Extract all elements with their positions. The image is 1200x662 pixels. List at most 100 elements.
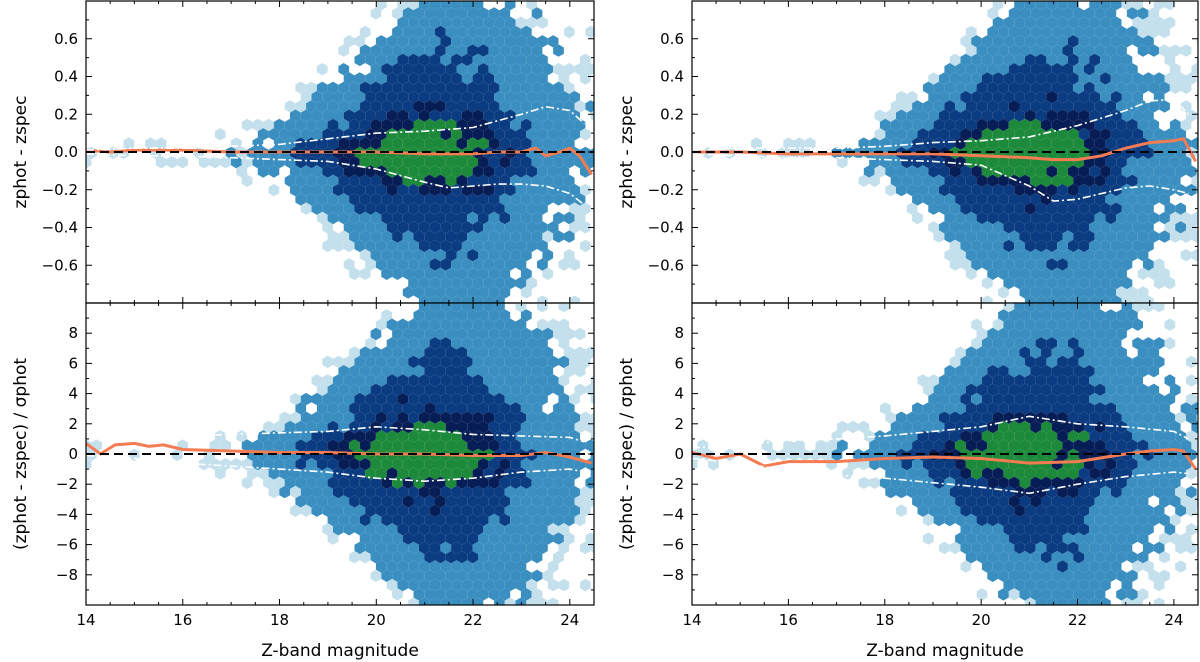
hexbin-cell	[515, 374, 527, 387]
hexbin-cell	[1024, 523, 1036, 536]
hexbin-cell	[478, 495, 489, 508]
hexbin-cell	[499, 156, 511, 169]
hexbin-cell	[987, 249, 999, 262]
hexbin-cell	[504, 221, 516, 234]
hexbin-cell	[563, 532, 575, 545]
hexbin-cell	[1121, 597, 1133, 605]
hexbin-cell	[435, 458, 446, 471]
hexbin-cell	[408, 392, 419, 406]
hexbin-cell	[520, 44, 532, 57]
hexbin-cell	[531, 439, 543, 452]
hexbin-cell	[504, 374, 516, 387]
hexbin-cell	[965, 230, 977, 243]
hexbin-cell	[1073, 495, 1084, 508]
hexbin-cell	[1105, 44, 1117, 57]
hexbin-cell	[392, 174, 403, 187]
hexbin-cell	[1126, 532, 1138, 545]
hexbin-cell	[338, 439, 350, 452]
hexbin-cell	[1057, 53, 1068, 67]
hexbin-cell	[1019, 137, 1031, 150]
hexbin-cell	[526, 109, 537, 122]
hexbin-cell	[955, 193, 966, 206]
hexbin-cell	[1003, 165, 1015, 178]
hexbin-cell	[1105, 495, 1117, 508]
hexbin-cell	[1105, 551, 1117, 564]
hexbin-cell	[1019, 249, 1031, 262]
hexbin-cell	[1089, 504, 1101, 517]
hexbin-cell	[960, 221, 972, 234]
hexbin-cell	[531, 513, 543, 527]
hexbin-cell	[810, 448, 821, 462]
hexbin-cell	[1008, 420, 1020, 434]
hexbin-cell	[981, 239, 993, 253]
hexbin-cell	[435, 439, 446, 452]
hexbin-cell	[1186, 411, 1197, 424]
hexbin-cell	[408, 239, 419, 253]
hexbin-cell	[268, 128, 280, 141]
hexbin-cell	[429, 411, 441, 424]
hexbin-cell	[451, 1, 462, 11]
hexbin-cell	[1019, 193, 1031, 206]
hexbin-cell	[322, 90, 333, 104]
hexbin-cell	[424, 458, 435, 471]
hexbin-cell	[198, 156, 210, 169]
hexbin-cell	[580, 146, 591, 160]
hexbin-cell	[853, 448, 864, 462]
hexbin-cell	[526, 578, 537, 592]
hexbin-cell	[375, 258, 387, 271]
hexbin-cell	[408, 258, 419, 271]
hexbin-cell	[499, 267, 511, 280]
hexbin-cell	[992, 109, 1004, 122]
hexbin-cell	[478, 551, 489, 564]
hexbin-cell	[574, 513, 586, 527]
hexbin-cell	[1035, 202, 1047, 215]
hexbin-cell	[494, 128, 505, 141]
hexbin-cell	[1024, 355, 1036, 369]
hexbin-cell	[461, 318, 473, 331]
hexbin-cell	[515, 560, 527, 573]
hexbin-cell	[1186, 523, 1197, 536]
hexbin-cell	[483, 504, 495, 517]
hexbin-cell	[526, 16, 537, 29]
hexbin-cell	[472, 485, 484, 499]
hexbin-cell	[1024, 202, 1036, 215]
hexbin-cell	[381, 193, 393, 206]
hexbin-cell	[467, 230, 478, 243]
hexbin-cell	[1110, 430, 1122, 443]
hexbin-cell	[402, 551, 414, 564]
hexbin-cell	[537, 258, 548, 271]
hexbin-cell	[944, 63, 956, 76]
hexbin-cell	[939, 467, 950, 480]
hexbin-cell	[1100, 485, 1111, 499]
hexbin-cell	[998, 174, 1009, 187]
hexbin-cell	[1008, 193, 1020, 206]
hexbin-cell	[944, 365, 956, 378]
hexbin-cell	[515, 276, 527, 290]
hexbin-cell	[965, 551, 977, 564]
hexbin-cell	[349, 81, 360, 94]
hexbin-cell	[542, 569, 554, 582]
hexbin-cell	[981, 276, 993, 290]
hexbin-cell	[1003, 35, 1015, 48]
hexbin-cell	[386, 411, 398, 424]
hexbin-cell	[1041, 569, 1052, 582]
hexbin-cell	[504, 578, 516, 592]
hexbin-cell	[322, 165, 333, 178]
hexbin-cell	[1035, 560, 1047, 573]
hexbin-cell	[440, 90, 452, 104]
hexbin-cell	[1132, 303, 1143, 313]
hexbin-cell	[429, 374, 441, 387]
hexbin-cell	[1084, 532, 1095, 545]
hexbin-cell	[435, 81, 446, 94]
hexbin-cell	[563, 365, 575, 378]
hexbin-cell	[392, 346, 403, 359]
hexbin-cell	[1175, 411, 1186, 424]
hexbin-cell	[939, 374, 950, 387]
hexbin-cell	[998, 551, 1009, 564]
hexbin-cell	[451, 560, 462, 573]
y-axis-title: (zphot - zspec) / σphot	[617, 358, 637, 550]
hexbin-cell	[359, 44, 371, 57]
hexbin-cell	[987, 137, 999, 150]
hexbin-cell	[553, 44, 564, 57]
hexbin-cell	[397, 355, 409, 369]
